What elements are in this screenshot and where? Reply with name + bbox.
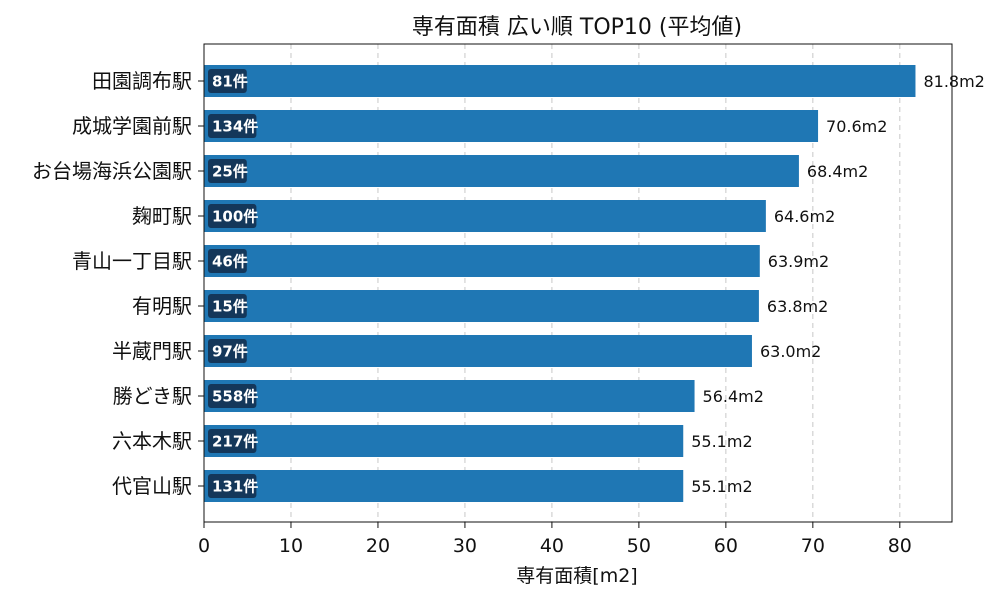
count-badge xyxy=(208,384,257,408)
count-badge xyxy=(208,114,257,138)
category-label: 六本木駅 xyxy=(112,429,192,453)
x-tick-label: 30 xyxy=(453,535,477,557)
value-label: 55.1m2 xyxy=(691,432,752,451)
count-badge xyxy=(208,249,247,273)
count-badge xyxy=(208,159,247,183)
count-label: 97件 xyxy=(212,343,248,361)
category-label: 麹町駅 xyxy=(132,204,192,228)
count-badge xyxy=(208,339,247,363)
plot-frame xyxy=(203,43,953,523)
x-tick-label: 70 xyxy=(801,535,825,557)
value-label: 63.0m2 xyxy=(760,342,821,361)
y-axis-labels: 田園調布駅成城学園前駅お台場海浜公園駅麹町駅青山一丁目駅有明駅半蔵門駅勝どき駅六… xyxy=(32,69,204,498)
count-badge xyxy=(208,294,247,318)
bar xyxy=(204,425,684,457)
count-label: 15件 xyxy=(212,298,248,316)
x-tick-label: 80 xyxy=(888,535,912,557)
value-label: 64.6m2 xyxy=(774,207,835,226)
count-label: 131件 xyxy=(212,478,258,496)
category-label: 田園調布駅 xyxy=(92,69,192,93)
x-tick-label: 60 xyxy=(714,535,738,557)
category-label: 半蔵門駅 xyxy=(112,339,192,363)
bar xyxy=(204,155,799,187)
count-label: 100件 xyxy=(212,208,258,226)
bar xyxy=(204,335,752,367)
bar xyxy=(204,290,759,322)
count-label: 558件 xyxy=(212,388,258,406)
category-label: お台場海浜公園駅 xyxy=(32,159,192,183)
bar xyxy=(204,245,760,277)
bar xyxy=(204,470,684,502)
x-tick-label: 10 xyxy=(279,535,303,557)
count-label: 217件 xyxy=(212,433,258,451)
value-label: 70.6m2 xyxy=(826,117,887,136)
bar xyxy=(204,200,766,232)
category-label: 青山一丁目駅 xyxy=(72,249,192,273)
category-label: 有明駅 xyxy=(132,294,192,318)
category-label: 代官山駅 xyxy=(112,474,192,498)
x-axis-label: 専有面積[m2] xyxy=(516,565,637,587)
count-badge xyxy=(208,204,257,228)
count-badge xyxy=(208,474,257,498)
x-tick-label: 20 xyxy=(366,535,390,557)
value-label: 63.8m2 xyxy=(767,297,828,316)
bar xyxy=(204,65,916,97)
count-label: 134件 xyxy=(212,118,258,136)
bar xyxy=(204,380,695,412)
bars: 81件 81.8m2 134件 70.6m2 25件 68.4m2 100件 64.6m2 46… xyxy=(204,65,985,502)
value-label: 55.1m2 xyxy=(691,477,752,496)
count-label: 25件 xyxy=(212,163,248,181)
category-label: 勝どき駅 xyxy=(113,384,192,408)
x-tick-label: 40 xyxy=(540,535,564,557)
count-badge xyxy=(208,429,257,453)
count-label: 46件 xyxy=(212,253,248,271)
x-tick-label: 0 xyxy=(198,535,210,557)
category-label: 成城学園前駅 xyxy=(72,114,192,138)
bar xyxy=(204,110,819,142)
value-label: 63.9m2 xyxy=(768,252,829,271)
x-tick-label: 50 xyxy=(627,535,651,557)
count-badge xyxy=(208,69,247,93)
count-label: 81件 xyxy=(212,73,248,91)
chart-title: 専有面積 広い順 TOP10 (平均値) xyxy=(412,15,742,40)
x-axis-ticks: 0 10 20 30 40 50 60 70 80 xyxy=(198,522,912,557)
value-label: 81.8m2 xyxy=(923,72,984,91)
value-label: 68.4m2 xyxy=(807,162,868,181)
axes xyxy=(203,43,953,523)
value-label: 56.4m2 xyxy=(703,387,764,406)
